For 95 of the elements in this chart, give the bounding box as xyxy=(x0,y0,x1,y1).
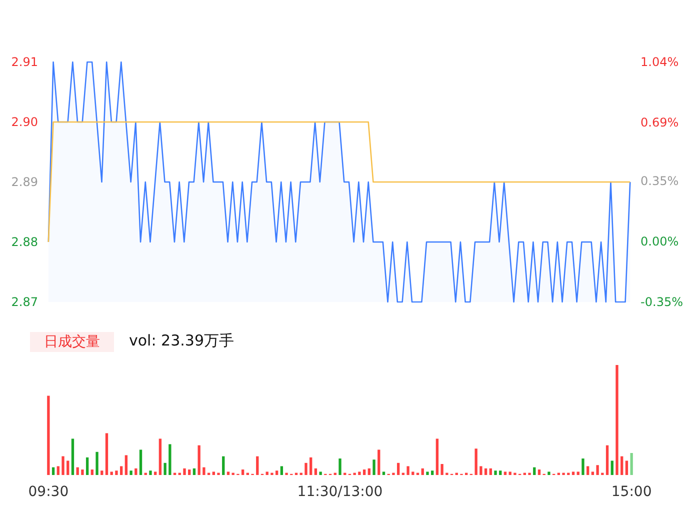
bar xyxy=(421,468,424,475)
bar xyxy=(620,456,624,475)
bar xyxy=(56,466,60,475)
bar xyxy=(616,365,618,475)
bar xyxy=(474,448,478,475)
y2-tick-label: 0.35% xyxy=(640,174,679,188)
bar xyxy=(154,472,157,475)
bar xyxy=(538,470,541,475)
bar xyxy=(630,453,633,475)
bar xyxy=(625,460,628,475)
bar xyxy=(508,472,512,475)
bar xyxy=(362,470,366,475)
bar xyxy=(198,445,200,475)
bar xyxy=(606,445,609,475)
bar xyxy=(396,462,400,475)
bar xyxy=(368,468,370,475)
bar xyxy=(504,472,507,475)
bar xyxy=(66,460,70,475)
bar xyxy=(430,470,434,475)
x-tick-label: 09:30 xyxy=(28,484,69,500)
y2-tick-label: 0.00% xyxy=(640,234,679,249)
bar xyxy=(548,472,550,475)
bar xyxy=(110,472,113,475)
bar xyxy=(241,470,244,475)
bar xyxy=(372,460,376,475)
bar xyxy=(586,466,590,475)
y2-tick-label: -0.35% xyxy=(640,295,683,309)
bar xyxy=(134,468,138,475)
bar xyxy=(226,472,230,475)
bar xyxy=(436,438,439,475)
bar xyxy=(76,467,79,475)
bar xyxy=(484,468,488,475)
bar xyxy=(378,450,380,475)
y2-tick-label: 0.69% xyxy=(640,115,679,130)
y-tick-label: 2.87 xyxy=(11,295,38,309)
bar xyxy=(480,466,482,475)
bar xyxy=(81,470,84,475)
y-tick-label: 2.90 xyxy=(11,115,38,129)
bar xyxy=(202,467,206,475)
bar xyxy=(52,467,55,475)
bar xyxy=(105,433,108,475)
bar xyxy=(489,468,492,475)
bar xyxy=(319,472,322,475)
bar xyxy=(499,470,502,475)
y2-tick-label: 1.04% xyxy=(640,55,679,69)
bar xyxy=(222,456,225,475)
bar xyxy=(338,458,342,475)
bar xyxy=(158,438,162,475)
text: 日成交量 xyxy=(44,334,100,350)
bar xyxy=(115,470,118,475)
y-tick-label: 2.89 xyxy=(11,175,38,189)
bar xyxy=(120,466,123,475)
bar xyxy=(610,460,614,475)
bar xyxy=(71,438,74,475)
bar xyxy=(96,452,98,475)
bar xyxy=(304,462,308,475)
bar xyxy=(168,444,172,475)
bar xyxy=(310,457,312,475)
bar xyxy=(280,466,284,475)
bar xyxy=(62,456,64,475)
bar xyxy=(596,465,599,475)
bar xyxy=(412,472,414,475)
bar xyxy=(358,472,361,475)
bar xyxy=(47,396,50,475)
bar xyxy=(382,472,386,475)
bar xyxy=(266,472,268,475)
x-tick-label: 15:00 xyxy=(611,484,652,500)
bar xyxy=(192,468,196,475)
bar xyxy=(149,470,152,475)
bar xyxy=(188,470,191,475)
bar xyxy=(183,468,186,475)
bar xyxy=(212,472,215,475)
bar xyxy=(533,467,536,475)
x-tick-label: 11:30/13:00 xyxy=(297,484,383,500)
bar xyxy=(275,470,278,475)
bar xyxy=(139,450,142,475)
y-tick-label: 2.88 xyxy=(11,235,38,249)
text: vol: 23.39万手 xyxy=(129,332,234,350)
bar xyxy=(124,455,128,475)
bar xyxy=(572,472,575,475)
bar xyxy=(582,458,584,475)
bar xyxy=(130,470,132,475)
bar xyxy=(440,464,444,475)
bar xyxy=(406,466,410,475)
bar xyxy=(100,470,104,475)
bar xyxy=(164,462,166,475)
bar xyxy=(256,456,259,475)
bar xyxy=(86,457,89,475)
y-tick-label: 2.91 xyxy=(11,55,38,69)
bar xyxy=(591,472,594,475)
bar xyxy=(576,472,580,475)
bar xyxy=(494,470,497,475)
bar xyxy=(314,468,318,475)
bar xyxy=(90,470,94,475)
bar xyxy=(426,472,429,475)
